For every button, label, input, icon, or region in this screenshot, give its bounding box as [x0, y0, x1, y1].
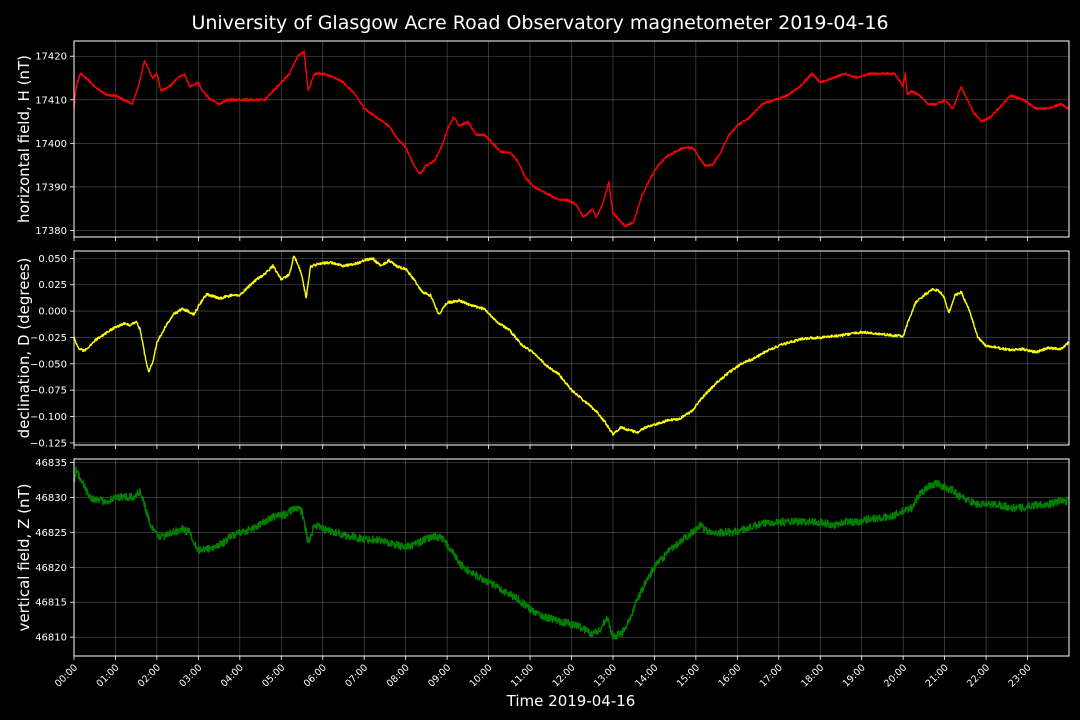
y-tick-label: 46830 — [35, 493, 67, 504]
y-tick-label: 46810 — [35, 633, 67, 644]
y-axis-label: horizontal field, H (nT) — [15, 55, 33, 223]
panel-2: −0.125 −0.100 −0.075 −0.050 −0.025 0.000 0.025… — [15, 250, 1070, 449]
series-line-3 — [73, 466, 1069, 640]
y-tick-label: −0.025 — [30, 333, 67, 344]
series-line-1 — [73, 50, 1069, 228]
y-axis-label: declination, D (degrees) — [15, 258, 33, 439]
y-tick-label: 46815 — [35, 598, 67, 609]
panel-frame — [73, 458, 1070, 657]
y-tick-label: −0.125 — [30, 438, 67, 449]
panel-frame — [73, 40, 1070, 238]
x-axis-label: Time 2019-04-16 — [506, 692, 636, 710]
y-tick-label: 46835 — [35, 458, 67, 469]
y-tick-label: 17400 — [35, 139, 67, 150]
y-tick-label: −0.075 — [30, 386, 67, 397]
y-tick-label: 0.000 — [38, 307, 67, 318]
y-tick-label: −0.100 — [30, 412, 67, 423]
y-tick-label: 0.025 — [38, 280, 67, 291]
series-line-2 — [73, 255, 1069, 436]
y-tick-label: −0.050 — [30, 359, 67, 370]
y-axis-label: vertical field, Z (nT) — [15, 483, 33, 631]
y-tick-label: 17420 — [35, 52, 67, 63]
panel-3: 46810 46815 46820 46825 46830 46835 vertical f… — [15, 458, 1070, 660]
y-tick-label: 17380 — [35, 226, 67, 237]
panel-frame — [73, 250, 1070, 446]
y-tick-label: 0.050 — [38, 254, 67, 265]
y-tick-label: 17390 — [35, 182, 67, 193]
y-tick-label: 46820 — [35, 563, 67, 574]
y-tick-label: 46825 — [35, 528, 67, 539]
chart-title: University of Glasgow Acre Road Observat… — [191, 12, 888, 34]
y-tick-label: 17410 — [35, 95, 67, 106]
